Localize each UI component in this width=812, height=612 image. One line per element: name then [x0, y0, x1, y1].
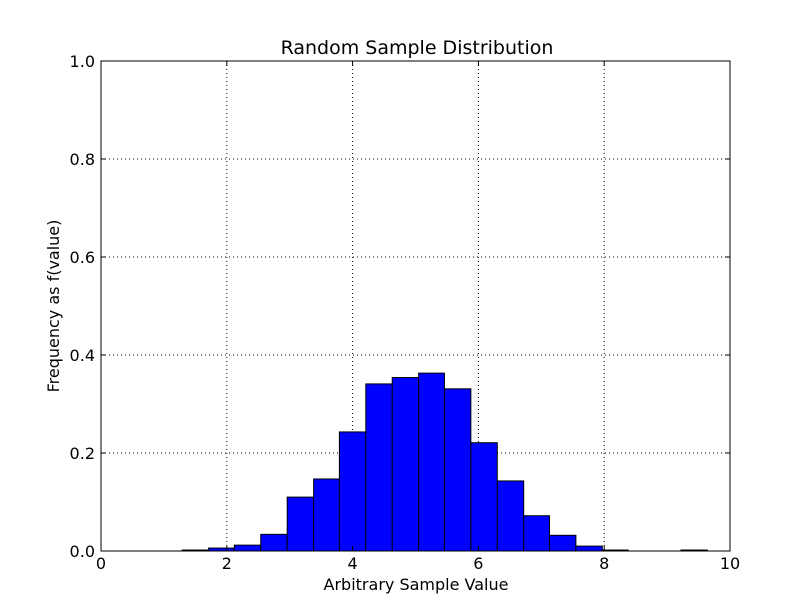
- x-tick-label: 0: [96, 554, 106, 573]
- x-tick-label: 4: [348, 554, 358, 573]
- chart-title: Random Sample Distribution: [281, 37, 554, 59]
- histogram-bar: [443, 388, 472, 552]
- y-tick-label: 0.6: [70, 248, 95, 267]
- x-tick-label: 6: [473, 554, 483, 573]
- histogram-bar: [575, 545, 603, 552]
- x-tick-label: 10: [720, 554, 740, 573]
- histogram-bar: [391, 377, 420, 552]
- histogram-bar: [365, 383, 393, 552]
- y-tick-label: 0.2: [70, 444, 95, 463]
- histogram-bar: [338, 431, 367, 552]
- axis-ticks: [100, 60, 731, 552]
- histogram-bar: [286, 496, 315, 552]
- plot-frame: [100, 60, 731, 552]
- x-axis-label: Arbitrary Sample Value: [324, 575, 509, 594]
- x-tick-label: 2: [222, 554, 232, 573]
- x-tick-label: 8: [599, 554, 609, 573]
- histogram-bar: [523, 515, 550, 552]
- grid-lines: [101, 61, 730, 551]
- y-tick-label: 0.8: [70, 150, 95, 169]
- histogram-bar: [260, 533, 288, 552]
- histogram-bar: [313, 478, 340, 552]
- y-tick-labels: 0.0 0.2 0.4 0.6 0.8 1.0: [70, 52, 95, 561]
- y-tick-label: 1.0: [70, 52, 95, 71]
- x-tick-labels: 0 2 4 6 8 10: [96, 554, 740, 573]
- histogram-bar: [418, 372, 445, 552]
- histogram-bar: [233, 544, 262, 552]
- histogram-bar: [548, 534, 577, 552]
- y-tick-label: 0.4: [70, 346, 95, 365]
- histogram-bar: [496, 480, 525, 552]
- histogram-bars: [181, 372, 708, 552]
- y-tick-label: 0.0: [70, 542, 95, 561]
- histogram-bar: [470, 442, 498, 552]
- y-axis-label: Frequency as f(value): [44, 220, 63, 393]
